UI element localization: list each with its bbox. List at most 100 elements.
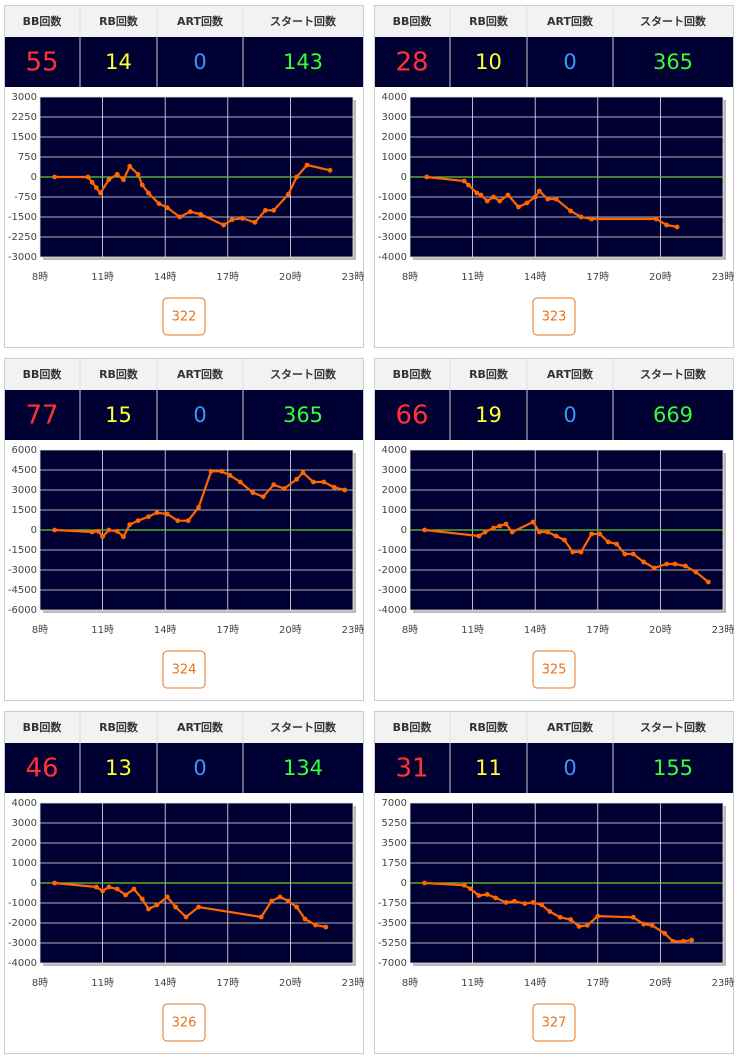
- data-point: [139, 896, 145, 902]
- stat-header: ART回数: [177, 14, 224, 28]
- machine-button-label[interactable]: 323: [542, 310, 567, 325]
- machine-button-label[interactable]: 324: [172, 663, 197, 678]
- x-tick-label: 20時: [279, 624, 302, 636]
- stats-value-row: [375, 37, 733, 87]
- data-point: [96, 528, 101, 534]
- stat-value: 55: [25, 48, 58, 78]
- stats-value-row: [5, 390, 363, 440]
- data-point: [474, 190, 480, 196]
- data-point: [466, 182, 471, 188]
- y-tick-label: -1000: [8, 898, 37, 909]
- machine-button[interactable]: [162, 1003, 206, 1042]
- data-point: [664, 222, 670, 228]
- data-point: [154, 510, 160, 516]
- y-tick-label: -1000: [378, 545, 407, 556]
- data-point: [127, 163, 133, 169]
- data-point: [98, 190, 103, 196]
- stat-header: スタート回数: [640, 720, 707, 734]
- x-tick-label: 11時: [461, 624, 484, 636]
- data-point: [484, 892, 490, 897]
- stat-header: ART回数: [177, 367, 224, 381]
- y-tick-label: -5250: [378, 938, 407, 949]
- data-point: [85, 174, 91, 180]
- data-point: [196, 504, 201, 510]
- y-tick-label: 0: [401, 525, 407, 536]
- y-tick-label: -3000: [8, 938, 37, 949]
- stat-header: スタート回数: [270, 720, 337, 734]
- data-point: [294, 174, 300, 180]
- data-point: [114, 886, 120, 892]
- data-point: [557, 914, 563, 920]
- stats-value-row: [375, 743, 733, 793]
- data-point: [131, 886, 137, 892]
- y-tick-label: 4000: [382, 445, 407, 456]
- machine-button-label[interactable]: 325: [542, 663, 567, 678]
- data-point: [503, 900, 509, 905]
- y-tick-label: 0: [401, 878, 407, 889]
- stat-header: BB回数: [23, 14, 63, 28]
- data-point: [576, 924, 582, 929]
- data-point: [424, 174, 430, 180]
- data-point: [135, 518, 141, 524]
- x-tick-label: 8時: [32, 271, 48, 283]
- machine-button[interactable]: [532, 650, 576, 689]
- stat-value: 0: [563, 403, 576, 427]
- data-point: [503, 521, 509, 527]
- x-tick-label: 14時: [154, 624, 177, 636]
- data-point: [422, 880, 428, 886]
- data-point: [536, 188, 542, 194]
- stats-header-row: [375, 712, 733, 743]
- stat-header: ART回数: [547, 14, 594, 28]
- data-point: [597, 531, 603, 537]
- machine-button-label[interactable]: 322: [172, 310, 197, 325]
- data-point: [589, 531, 594, 537]
- y-tick-label: -6000: [8, 605, 37, 616]
- y-tick-label: -3000: [378, 232, 407, 243]
- data-point: [93, 185, 99, 191]
- y-tick-label: 7000: [382, 798, 407, 809]
- data-point: [114, 528, 120, 534]
- data-point: [532, 194, 538, 200]
- data-point: [302, 916, 308, 922]
- data-point: [545, 529, 551, 535]
- data-point: [630, 551, 636, 557]
- y-tick-label: 5250: [382, 818, 407, 829]
- machine-button[interactable]: [532, 297, 576, 336]
- y-tick-label: 2000: [382, 132, 407, 143]
- data-point: [342, 487, 348, 493]
- stat-value: 19: [475, 403, 502, 427]
- stat-header: スタート回数: [270, 14, 337, 28]
- data-point: [331, 484, 337, 490]
- data-point: [52, 174, 58, 180]
- data-point: [164, 511, 170, 517]
- data-point: [568, 208, 574, 214]
- data-point: [680, 938, 686, 944]
- data-point: [123, 892, 128, 898]
- x-tick-label: 11時: [91, 624, 114, 636]
- machine-button-label[interactable]: 327: [542, 1016, 567, 1031]
- data-point: [509, 529, 515, 535]
- x-tick-label: 11時: [91, 977, 114, 989]
- y-tick-label: -3000: [8, 252, 37, 263]
- data-point: [478, 192, 484, 198]
- data-point: [461, 178, 467, 184]
- machine-button[interactable]: [162, 650, 206, 689]
- data-point: [250, 490, 256, 496]
- x-tick-label: 8時: [402, 977, 418, 989]
- data-point: [121, 177, 126, 183]
- x-tick-label: 23時: [342, 977, 365, 989]
- x-tick-label: 14時: [154, 977, 177, 989]
- data-point: [553, 533, 559, 539]
- y-tick-label: 1500: [12, 505, 37, 516]
- data-point: [570, 549, 576, 555]
- machine-button[interactable]: [532, 1003, 576, 1042]
- x-tick-label: 23時: [342, 271, 365, 283]
- data-point: [175, 518, 181, 524]
- stat-header: BB回数: [23, 367, 63, 381]
- y-tick-label: 3000: [382, 465, 407, 476]
- data-point: [321, 479, 327, 485]
- y-tick-label: 0: [401, 172, 407, 183]
- machine-button[interactable]: [162, 297, 206, 336]
- machine-button-label[interactable]: 326: [172, 1016, 197, 1031]
- data-point: [468, 886, 473, 892]
